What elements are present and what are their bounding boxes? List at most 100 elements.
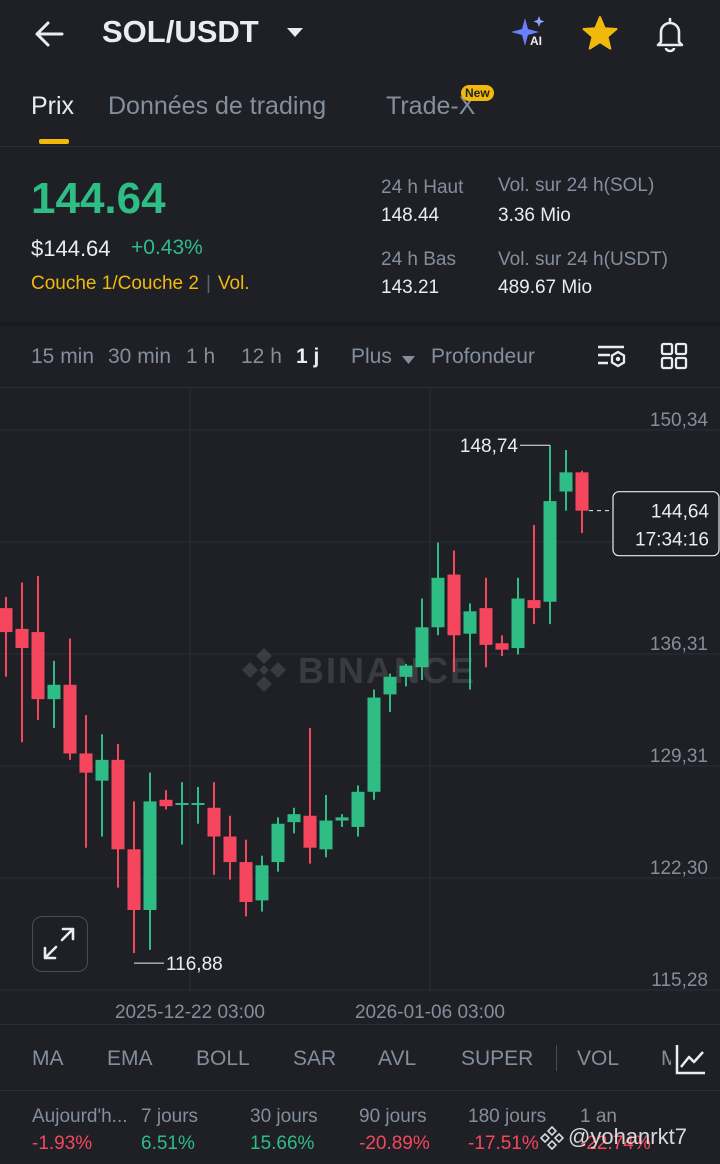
pair-dropdown-caret-icon[interactable] bbox=[286, 26, 304, 44]
notification-bell-icon[interactable] bbox=[650, 14, 690, 54]
candle-body bbox=[543, 501, 557, 602]
perf-7d-value: 6.51% bbox=[141, 1133, 195, 1154]
candle-body bbox=[223, 836, 237, 863]
top-bar: SOL/USDT AI bbox=[0, 0, 720, 68]
candle-body bbox=[287, 814, 301, 823]
candle-body bbox=[47, 684, 61, 700]
y-tick-label: 150,34 bbox=[650, 410, 709, 431]
candle-body bbox=[159, 799, 173, 807]
candle-body bbox=[0, 608, 13, 633]
perf-90d-label: 90 jours bbox=[359, 1106, 427, 1127]
vol-sol-value: 3.36 Mio bbox=[498, 205, 571, 226]
indicator-ema[interactable]: EMA bbox=[107, 1047, 153, 1070]
candle-body bbox=[175, 802, 189, 805]
indicator-vol[interactable]: VOL bbox=[577, 1047, 620, 1070]
candle-body bbox=[527, 600, 541, 609]
high-24h-label: 24 h Haut bbox=[381, 177, 464, 198]
indicator-avl[interactable]: AVL bbox=[378, 1047, 417, 1070]
candle-body bbox=[143, 801, 157, 910]
tab-trading-data[interactable]: Données de trading bbox=[108, 92, 327, 120]
candle-body bbox=[575, 472, 589, 511]
indicator-settings-icon[interactable] bbox=[673, 1041, 709, 1077]
perf-today-label: Aujourd'h... bbox=[32, 1106, 128, 1127]
y-tick-label: 136,31 bbox=[650, 634, 708, 655]
perf-180d-label: 180 jours bbox=[468, 1106, 547, 1127]
indicator-macd-partial[interactable]: M bbox=[661, 1047, 671, 1070]
watermark-logo-icon bbox=[539, 1125, 565, 1155]
candle-body bbox=[383, 676, 397, 695]
candle-body bbox=[239, 862, 253, 903]
indicator-boll[interactable]: BOLL bbox=[196, 1047, 250, 1070]
candle-body bbox=[63, 684, 77, 754]
low-24h-value: 143.21 bbox=[381, 277, 440, 298]
candle-body bbox=[559, 472, 573, 492]
candle-body bbox=[207, 807, 221, 837]
watermark-username: @yohanrkt7 bbox=[568, 1124, 687, 1149]
tab-prix[interactable]: Prix bbox=[31, 92, 75, 120]
timeframe-30m[interactable]: 30 min bbox=[108, 345, 172, 368]
vol-usdt-label: Vol. sur 24 h(USDT) bbox=[498, 249, 668, 270]
x-tick-label: 2025-12-22 03:00 bbox=[115, 1002, 265, 1023]
timeframe-1h[interactable]: 1 h bbox=[186, 345, 216, 368]
candle-body bbox=[495, 643, 509, 650]
tab-trade-x[interactable]: Trade-X bbox=[386, 92, 476, 120]
perf-1y-value: -22.74% bbox=[580, 1133, 651, 1154]
perf-180d-value: -17.51% bbox=[468, 1133, 539, 1154]
perf-30d-label: 30 jours bbox=[250, 1106, 318, 1127]
new-badge: New bbox=[461, 85, 494, 101]
tag-row: Couche 1/Couche 2 | Vol. bbox=[31, 273, 250, 295]
tag-separator: | bbox=[205, 273, 211, 294]
more-timeframes-button[interactable]: Plus bbox=[351, 345, 392, 368]
pair-title[interactable]: SOL/USDT bbox=[102, 14, 259, 49]
depth-tab[interactable]: Profondeur bbox=[431, 345, 535, 368]
vol-usdt-value: 489.67 Mio bbox=[498, 277, 593, 298]
binance-watermark: BINANCE bbox=[242, 648, 474, 692]
x-tick-label: 2026-01-06 03:00 bbox=[355, 1002, 505, 1023]
indicator-super[interactable]: SUPER bbox=[461, 1047, 534, 1070]
candle-body bbox=[15, 628, 29, 649]
timeframe-12h[interactable]: 12 h bbox=[241, 345, 282, 368]
perf-30d-value: 15.66% bbox=[250, 1133, 315, 1154]
layout-grid-icon[interactable] bbox=[660, 342, 688, 370]
favorite-star-icon[interactable] bbox=[580, 14, 620, 54]
vol-sol-label: Vol. sur 24 h(SOL) bbox=[498, 175, 655, 196]
chart-settings-icon[interactable] bbox=[596, 341, 628, 373]
indicator-top-divider bbox=[0, 1024, 720, 1025]
tag-vol[interactable]: Vol. bbox=[217, 273, 250, 294]
perf-1y-label: 1 an bbox=[580, 1106, 617, 1127]
ai-sparkle-icon[interactable] bbox=[509, 14, 549, 54]
timeframe-1d[interactable]: 1 j bbox=[296, 345, 320, 368]
high-marker-label: 148,74 bbox=[460, 436, 519, 457]
toolbar-divider bbox=[0, 387, 720, 388]
y-tick-label: 115,28 bbox=[651, 970, 708, 991]
candle-body bbox=[367, 697, 381, 792]
candle-body bbox=[335, 817, 349, 821]
more-caret-icon[interactable] bbox=[401, 352, 416, 370]
high-24h-value: 148.44 bbox=[381, 205, 440, 226]
indicator-sar[interactable]: SAR bbox=[293, 1047, 337, 1070]
header-divider bbox=[0, 146, 720, 147]
timeframe-15m[interactable]: 15 min bbox=[31, 345, 95, 368]
indicator-ma[interactable]: MA bbox=[32, 1047, 64, 1070]
last-price-label: 144,64 bbox=[651, 502, 710, 523]
candle-body bbox=[511, 598, 525, 649]
y-tick-label: 122,30 bbox=[650, 858, 708, 879]
candle-body bbox=[127, 849, 141, 910]
chart-svg[interactable]: BINANCE 150,34143,32136,31129,31122,3011… bbox=[0, 388, 720, 1024]
candle-body bbox=[31, 632, 45, 700]
y-tick-label: 129,31 bbox=[650, 746, 708, 767]
back-arrow-icon[interactable] bbox=[30, 16, 70, 52]
perf-90d-value: -20.89% bbox=[359, 1133, 430, 1154]
candlestick-chart[interactable]: BINANCE 150,34143,32136,31129,31122,3011… bbox=[0, 388, 720, 1024]
low-marker-label: 116,88 bbox=[166, 954, 223, 975]
tag-layer[interactable]: Couche 1/Couche 2 bbox=[31, 273, 199, 294]
candle-body bbox=[271, 823, 285, 863]
indicator-bottom-divider bbox=[0, 1090, 720, 1091]
indicator-separator bbox=[556, 1045, 557, 1071]
candle-body bbox=[79, 753, 93, 773]
candle-body bbox=[399, 665, 413, 677]
candle-body bbox=[479, 608, 493, 645]
candle-countdown-label: 17:34:16 bbox=[635, 530, 709, 551]
usd-price: $144.64 bbox=[31, 236, 111, 261]
fullscreen-expand-icon[interactable] bbox=[32, 916, 88, 972]
